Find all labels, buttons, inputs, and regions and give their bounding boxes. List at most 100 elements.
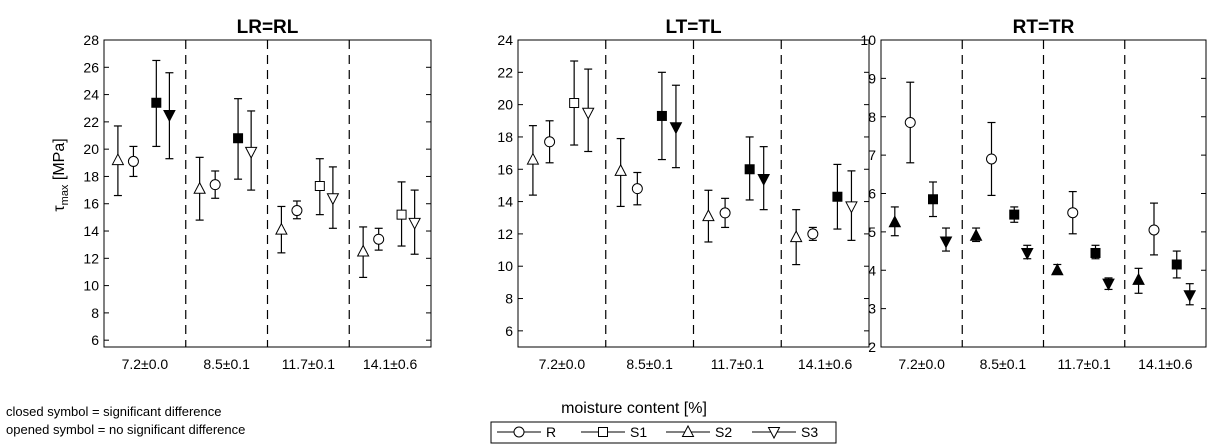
y-tick-label: 26 xyxy=(83,59,99,75)
data-point-r xyxy=(291,205,303,217)
data-point-r xyxy=(904,117,916,129)
y-tick-label: 4 xyxy=(868,262,876,278)
series-s3 xyxy=(939,227,1197,306)
series-s2 xyxy=(526,125,803,266)
series-s1 xyxy=(928,181,1182,279)
data-point-s1 xyxy=(1090,247,1101,258)
y-tick-label: 20 xyxy=(83,141,99,157)
legend-label: S2 xyxy=(715,424,732,440)
panel-title: LT=TL xyxy=(665,17,722,38)
data-point-s3 xyxy=(244,146,258,159)
x-tick-label: 14.1±0.6 xyxy=(363,356,418,372)
y-tick-label: 5 xyxy=(868,224,876,240)
data-point-s2 xyxy=(702,209,715,222)
series-s2 xyxy=(111,125,370,279)
series-s3 xyxy=(163,72,421,255)
data-point-s2 xyxy=(888,215,902,228)
data-point-s3 xyxy=(845,201,858,214)
y-tick-label: 18 xyxy=(83,168,99,184)
series-r xyxy=(544,120,819,241)
data-point-s1 xyxy=(396,209,407,220)
data-point-s1 xyxy=(1171,259,1182,270)
x-tick-label: 14.1±0.6 xyxy=(798,356,853,372)
y-axis-label-subscript: max xyxy=(59,184,71,205)
x-tick-label: 7.2±0.0 xyxy=(898,356,945,372)
x-tick-label: 7.2±0.0 xyxy=(539,356,586,372)
series-s1 xyxy=(569,60,843,230)
data-point-s1 xyxy=(744,164,755,175)
data-point-s1 xyxy=(832,191,843,202)
y-axis-label-symbol: τ xyxy=(51,205,68,212)
y-tick-label: 10 xyxy=(83,278,99,294)
data-point-r xyxy=(209,179,221,191)
x-tick-label: 11.7±0.1 xyxy=(282,356,336,372)
data-point-s3 xyxy=(163,110,176,123)
legend-marker-s2 xyxy=(681,424,695,437)
y-tick-label: 16 xyxy=(83,196,99,212)
data-point-s2 xyxy=(1132,272,1145,285)
legend-label: S3 xyxy=(801,424,818,440)
series-r xyxy=(904,81,1160,256)
series-s1 xyxy=(151,59,407,247)
legend-marker-s1 xyxy=(598,427,608,437)
data-point-r xyxy=(544,136,556,148)
panel-lt-tl: LT=TL 6 8 10 12 14 16 18 20 22 24 7.2±0.0 8.5±0.1 11.… xyxy=(497,17,870,372)
data-point-s1 xyxy=(233,133,244,144)
data-point-s2 xyxy=(275,222,288,235)
data-point-s3 xyxy=(939,236,953,249)
y-tick-label: 6 xyxy=(91,332,99,348)
data-point-s2 xyxy=(969,228,983,241)
series-s2 xyxy=(888,206,1145,294)
data-point-s1 xyxy=(314,180,325,191)
data-point-s1 xyxy=(569,98,580,109)
x-tick-label: 11.7±0.1 xyxy=(1057,356,1111,372)
y-tick-label: 12 xyxy=(83,250,99,266)
y-tick-label: 6 xyxy=(505,323,513,339)
panel-lr-rl: LR=RL 6 8 10 12 14 16 18 20 22 24 26 28 7.2±0.0 8.5±0.… xyxy=(83,17,432,372)
panel-title: RT=TR xyxy=(1013,17,1075,38)
x-tick-label: 8.5±0.1 xyxy=(203,356,250,372)
y-tick-label: 10 xyxy=(860,32,876,48)
data-point-r xyxy=(127,155,139,167)
y-tick-label: 6 xyxy=(868,186,876,202)
y-tick-label: 12 xyxy=(497,226,513,242)
data-point-s1 xyxy=(1009,209,1020,220)
data-point-r xyxy=(631,183,643,195)
data-point-s2 xyxy=(193,181,206,194)
data-point-r xyxy=(373,233,385,245)
y-tick-label: 2 xyxy=(868,339,876,355)
data-point-s3 xyxy=(581,107,595,120)
x-axis-label: moisture content [%] xyxy=(561,400,707,417)
y-axis-label: τmax [MPa] xyxy=(51,138,71,211)
series-r xyxy=(127,145,385,251)
y-tick-label: 22 xyxy=(497,64,513,80)
y-tick-label: 8 xyxy=(91,305,99,321)
data-point-s2 xyxy=(356,244,370,257)
series-s3 xyxy=(581,68,858,241)
y-tick-label: 14 xyxy=(497,194,513,210)
y-tick-label: 14 xyxy=(83,223,99,239)
data-point-s3 xyxy=(1020,247,1034,261)
data-point-s3 xyxy=(1183,290,1197,303)
data-point-s1 xyxy=(656,110,667,121)
panel-title: LR=RL xyxy=(237,17,299,38)
y-tick-label: 10 xyxy=(497,258,513,274)
x-tick-label: 11.7±0.1 xyxy=(711,356,765,372)
x-tick-label: 8.5±0.1 xyxy=(626,356,673,372)
legend-marker-r xyxy=(513,426,525,438)
y-axis-label-unit: [MPa] xyxy=(51,138,68,184)
data-point-s3 xyxy=(1102,278,1115,291)
note-opened-symbol: opened symbol = no significant differenc… xyxy=(6,422,246,437)
y-tick-label: 24 xyxy=(497,32,513,48)
y-tick-label: 22 xyxy=(83,114,99,130)
y-tick-label: 9 xyxy=(868,70,876,86)
x-tick-label: 14.1±0.6 xyxy=(1138,356,1193,372)
data-point-s2 xyxy=(1050,263,1064,276)
note-closed-symbol: closed symbol = significant difference xyxy=(6,404,222,419)
y-tick-label: 8 xyxy=(505,291,513,307)
y-tick-label: 24 xyxy=(83,87,99,103)
y-tick-label: 16 xyxy=(497,161,513,177)
data-point-r xyxy=(807,228,819,240)
data-point-s2 xyxy=(111,152,125,166)
